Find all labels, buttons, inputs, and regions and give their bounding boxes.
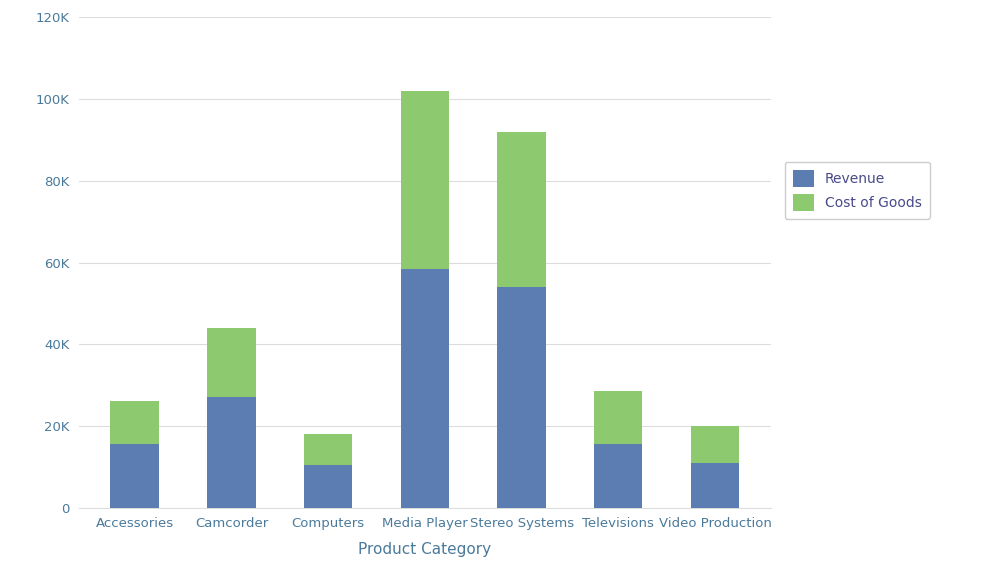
- Bar: [111, 444, 159, 508]
- Bar: [304, 465, 353, 508]
- Bar: [207, 328, 256, 398]
- Bar: [691, 463, 739, 508]
- Bar: [111, 402, 159, 444]
- Bar: [401, 269, 449, 508]
- Bar: [207, 398, 256, 508]
- Bar: [594, 444, 642, 508]
- Legend: Revenue, Cost of Goods: Revenue, Cost of Goods: [784, 162, 930, 219]
- Bar: [497, 132, 545, 287]
- Bar: [401, 91, 449, 269]
- Bar: [594, 391, 642, 444]
- Bar: [497, 287, 545, 508]
- Bar: [304, 434, 353, 465]
- X-axis label: Product Category: Product Category: [359, 542, 491, 557]
- Bar: [691, 426, 739, 463]
